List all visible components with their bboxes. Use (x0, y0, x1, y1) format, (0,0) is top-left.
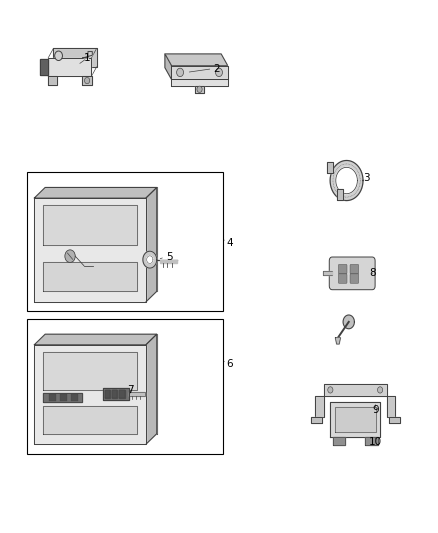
Polygon shape (336, 167, 357, 193)
Circle shape (177, 68, 184, 77)
Circle shape (215, 68, 223, 77)
Text: 5: 5 (166, 252, 173, 262)
Polygon shape (34, 188, 157, 198)
Polygon shape (327, 162, 333, 173)
Polygon shape (102, 389, 130, 400)
Circle shape (328, 387, 333, 393)
Polygon shape (45, 334, 157, 434)
Polygon shape (43, 407, 137, 434)
Polygon shape (311, 417, 321, 423)
Polygon shape (34, 334, 157, 345)
Polygon shape (336, 338, 340, 344)
Polygon shape (171, 79, 228, 86)
Polygon shape (146, 334, 157, 444)
Text: 9: 9 (372, 405, 379, 415)
Circle shape (55, 51, 63, 61)
Polygon shape (105, 390, 110, 398)
Polygon shape (43, 205, 137, 245)
Polygon shape (335, 407, 376, 432)
Text: 8: 8 (369, 268, 376, 278)
FancyBboxPatch shape (338, 264, 347, 274)
Polygon shape (323, 271, 332, 276)
Text: 2: 2 (214, 64, 220, 74)
Polygon shape (365, 438, 378, 445)
Text: 4: 4 (226, 238, 233, 248)
Polygon shape (43, 352, 137, 390)
Bar (60, 394, 67, 401)
Polygon shape (332, 438, 346, 445)
Polygon shape (34, 198, 146, 302)
Polygon shape (112, 390, 117, 398)
Bar (27, 172, 223, 311)
Bar (27, 319, 223, 454)
Polygon shape (146, 188, 157, 302)
Text: 6: 6 (226, 359, 233, 369)
Text: 1: 1 (84, 53, 90, 63)
Polygon shape (45, 188, 157, 292)
Polygon shape (160, 260, 177, 263)
Circle shape (197, 86, 202, 92)
Polygon shape (120, 390, 124, 398)
Bar (71, 394, 78, 401)
Polygon shape (130, 392, 145, 396)
Polygon shape (324, 384, 387, 395)
Polygon shape (337, 189, 343, 200)
Polygon shape (171, 66, 228, 79)
Polygon shape (48, 58, 92, 76)
FancyBboxPatch shape (329, 257, 375, 290)
Polygon shape (43, 392, 82, 402)
Text: 10: 10 (369, 437, 382, 447)
Circle shape (65, 250, 75, 262)
Polygon shape (143, 251, 157, 268)
Polygon shape (43, 262, 137, 292)
Bar (49, 394, 56, 401)
FancyBboxPatch shape (350, 274, 359, 284)
Polygon shape (389, 417, 399, 423)
Polygon shape (48, 76, 57, 85)
Polygon shape (165, 54, 228, 66)
Circle shape (378, 387, 383, 393)
Polygon shape (53, 49, 97, 67)
FancyBboxPatch shape (338, 274, 347, 284)
Polygon shape (387, 395, 395, 417)
Polygon shape (330, 160, 363, 200)
Text: 3: 3 (363, 173, 369, 183)
Polygon shape (83, 52, 92, 58)
Polygon shape (315, 395, 324, 417)
Text: 7: 7 (127, 385, 134, 395)
Polygon shape (343, 315, 354, 329)
Polygon shape (147, 256, 153, 263)
Polygon shape (330, 401, 380, 438)
FancyBboxPatch shape (350, 264, 359, 274)
Polygon shape (82, 76, 92, 85)
Polygon shape (165, 54, 171, 79)
Polygon shape (40, 59, 48, 75)
Polygon shape (34, 345, 146, 444)
Circle shape (85, 77, 90, 84)
Polygon shape (195, 86, 204, 93)
